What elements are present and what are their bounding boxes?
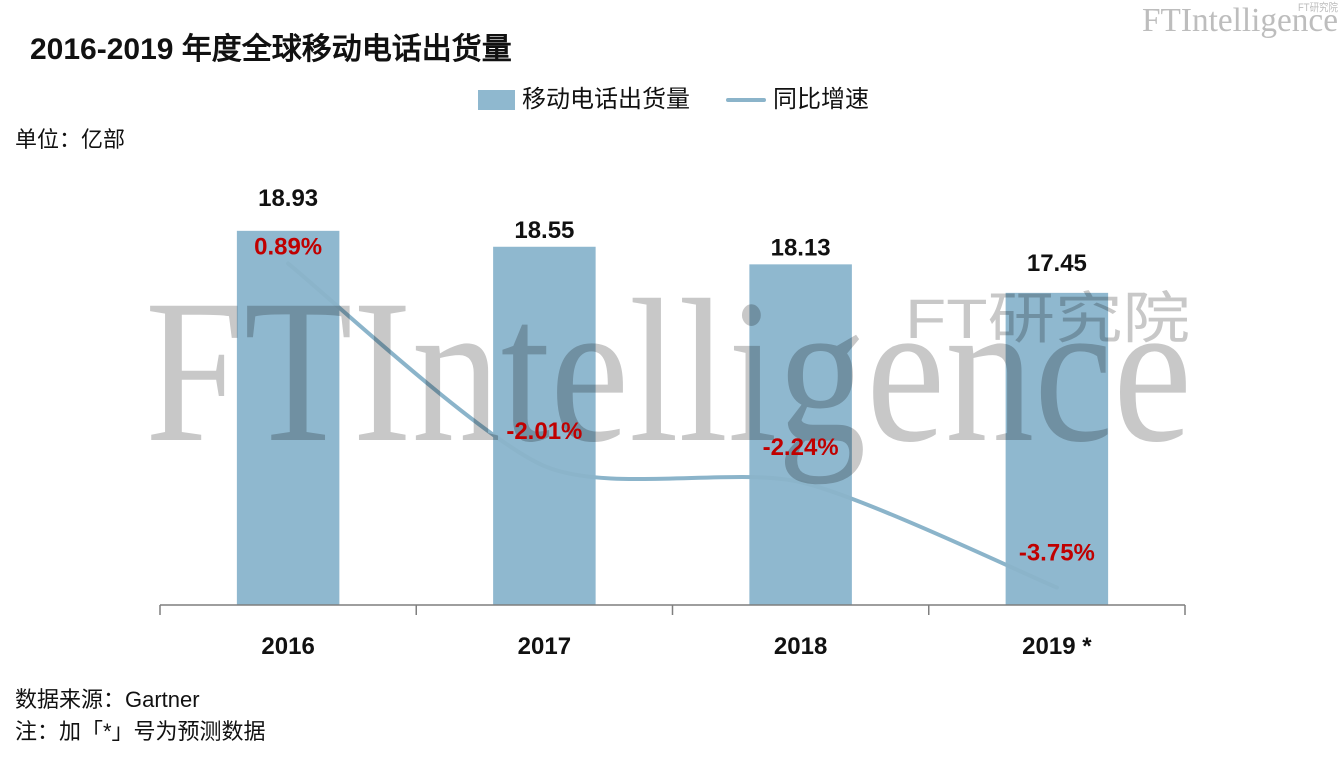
ft-intelligence-logo: FT研究院 FTIntelligence [1142, 0, 1338, 39]
growth-label-2016: 0.89% [254, 234, 322, 261]
growth-label-2018: -2.24% [763, 434, 839, 461]
bar-value-label-2019: 17.45 [1027, 250, 1087, 277]
x-tick-label-2017: 2017 [518, 633, 571, 660]
growth-rate-labels: 0.89% -2.01% -2.24% -3.75% [254, 234, 1095, 567]
footer-note: 注：加「*」号为预测数据 [15, 719, 266, 744]
x-tick-label-2018: 2018 [774, 633, 827, 660]
chart-title: 2016-2019 年度全球移动电话出货量 [30, 33, 512, 66]
bar-value-label-2017: 18.55 [514, 217, 574, 244]
x-tick-label-2016: 2016 [261, 633, 314, 660]
bar-value-labels: 18.93 18.55 18.13 17.45 [258, 185, 1087, 277]
growth-line [286, 261, 1059, 590]
bar-2019 [1005, 292, 1109, 605]
watermark-main-text: FTIntelligence [145, 258, 1192, 485]
growth-label-2017: -2.01% [506, 418, 582, 445]
logo-main-text: FTIntelligence [1142, 2, 1338, 39]
legend-item-growth: 同比增速 [726, 86, 869, 114]
watermark-sub-text: FT研究院 [905, 287, 1190, 350]
x-tick-label-2019: 2019 * [1022, 633, 1092, 660]
bar-2018 [749, 264, 852, 605]
legend-label-growth: 同比增速 [773, 86, 869, 113]
legend-swatch-line [726, 98, 766, 102]
legend-swatch-bar [478, 90, 515, 110]
x-tick-labels: 2016 2017 2018 2019 * [261, 633, 1092, 660]
legend-label-shipments: 移动电话出货量 [522, 86, 690, 113]
bar-value-label-2016: 18.93 [258, 185, 318, 212]
growth-label-2019: -3.75% [1019, 540, 1095, 567]
watermark: FTIntelligence FT研究院 [145, 258, 1192, 485]
logo-sub-text: FT研究院 [1298, 0, 1338, 14]
chart: FTIntelligence FT研究院 18.93 18.55 18.13 17.4… [145, 185, 1192, 660]
unit-label: 单位：亿部 [15, 127, 126, 152]
x-axis [159, 604, 1186, 615]
footer-source: 数据来源：Gartner [15, 687, 200, 712]
legend-item-shipments: 移动电话出货量 [478, 86, 690, 114]
bar-value-label-2018: 18.13 [771, 234, 831, 261]
legend: 移动电话出货量 同比增速 [478, 86, 878, 114]
bar-2017 [493, 246, 596, 605]
